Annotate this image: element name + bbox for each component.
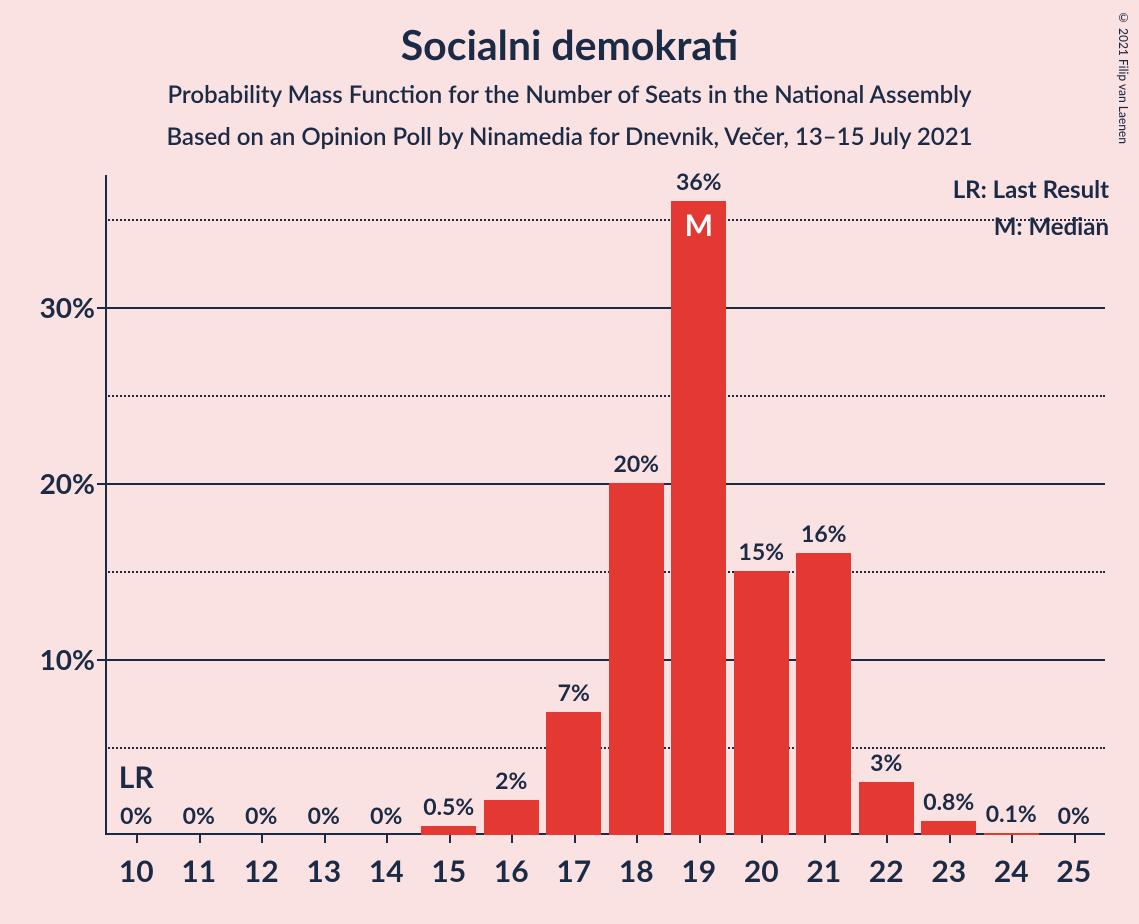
gridline-major [105,483,1105,485]
x-tick [824,835,826,843]
x-axis-label: 10 [119,853,154,889]
copyright-text: © 2021 Filip van Laenen [1116,10,1131,144]
chart-subtitle-2: Based on an Opinion Poll by Ninamedia fo… [0,122,1139,151]
y-tick [97,307,105,309]
chart-subtitle-1: Probability Mass Function for the Number… [0,80,1139,109]
y-axis-label: 20% [5,466,95,500]
x-axis-label: 21 [806,853,841,889]
bar-value-label: 2% [495,766,527,794]
gridline-minor [105,395,1105,397]
gridline-major [105,659,1105,661]
gridline-minor [105,747,1105,749]
bar [859,782,914,835]
x-axis-label: 19 [681,853,716,889]
legend-lr: LR: Last Result [953,175,1109,204]
y-axis-label: 10% [5,642,95,676]
bar [421,826,476,835]
x-tick [199,835,201,843]
x-axis-label: 16 [494,853,529,889]
x-tick [386,835,388,843]
y-tick [97,659,105,661]
gridline-minor [105,219,1105,221]
chart-title: Socialni demokrati [0,20,1139,69]
bar-value-label: 0% [245,801,277,829]
bar-value-label: 15% [738,537,784,565]
x-tick [574,835,576,843]
bar-value-label: 0% [308,801,340,829]
bar-value-label: 3% [870,748,902,776]
gridline-major [105,307,1105,309]
x-tick [261,835,263,843]
x-tick [699,835,701,843]
x-tick [324,835,326,843]
x-axis-label: 11 [181,853,216,889]
x-tick [949,835,951,843]
bar-value-label: 0% [1058,801,1090,829]
bar [609,483,664,835]
lr-marker: LR [119,759,154,795]
x-axis-label: 15 [431,853,466,889]
bar-value-label: 36% [676,167,722,195]
x-axis-label: 25 [1056,853,1091,889]
bar-value-label: 16% [801,519,847,547]
x-tick [136,835,138,843]
bar [921,821,976,835]
x-tick [886,835,888,843]
x-axis-label: 23 [931,853,966,889]
bar-value-label: 7% [558,678,590,706]
chart-container: Socialni demokrati Probability Mass Func… [0,0,1139,924]
gridline-minor [105,571,1105,573]
x-tick [636,835,638,843]
bar-value-label: 0.1% [986,799,1037,827]
median-marker: M [685,207,713,243]
x-axis-label: 24 [994,853,1029,889]
x-axis-label: 20 [744,853,779,889]
bar-value-label: 0% [370,801,402,829]
bar [546,712,601,835]
bar [484,800,539,835]
x-axis-label: 22 [869,853,904,889]
bar-value-label: 0% [120,801,152,829]
x-axis-label: 18 [619,853,654,889]
x-axis-label: 12 [244,853,279,889]
bar [671,201,726,835]
bar [734,571,789,835]
bar-value-label: 20% [613,449,659,477]
x-tick [1074,835,1076,843]
x-tick [449,835,451,843]
bar [796,553,851,835]
bar-value-label: 0.8% [923,787,974,815]
bar-value-label: 0% [183,801,215,829]
x-tick [1011,835,1013,843]
y-tick [97,483,105,485]
x-axis-label: 14 [369,853,404,889]
x-axis-label: 17 [556,853,591,889]
y-axis-label: 30% [5,290,95,324]
legend-m: M: Median [994,212,1109,241]
x-axis-label: 13 [306,853,341,889]
x-tick [761,835,763,843]
x-tick [511,835,513,843]
bar-value-label: 0.5% [423,792,474,820]
plot-area: 10%20%30%0%10LR0%110%120%130%140.5%152%1… [105,175,1105,835]
y-axis [105,175,107,835]
